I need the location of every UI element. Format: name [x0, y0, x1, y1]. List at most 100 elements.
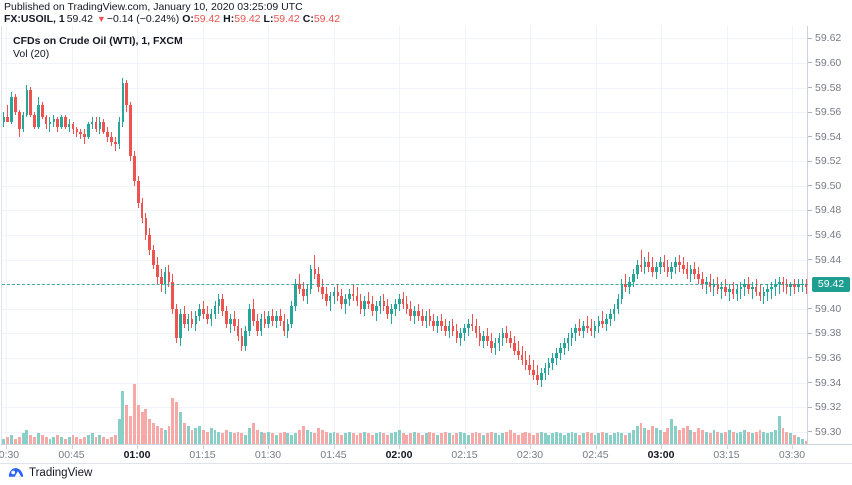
price-tick-label: 59.38	[815, 327, 842, 340]
time-axis[interactable]: 00:30 00:45 01:00 01:15 01:30 01:45 02:00 02:15…	[0, 444, 852, 464]
vertical-gridline	[6, 26, 7, 444]
price-tick-label: 59.52	[815, 155, 842, 168]
volume-bar	[347, 431, 351, 444]
time-axis-label: 03:15	[713, 449, 740, 461]
price-tick-mark	[808, 382, 812, 383]
candle-body	[90, 121, 94, 125]
volume-bar	[466, 435, 470, 444]
time-axis-label: 03:30	[778, 449, 806, 461]
candle-wick	[774, 279, 776, 297]
volume-bar	[40, 435, 44, 444]
candle-body	[232, 318, 236, 326]
candle-body	[647, 262, 651, 267]
volume-bar	[109, 436, 113, 444]
price-axis-tick: 59.48	[808, 204, 852, 216]
candle-wick	[805, 279, 807, 294]
volume-bar	[616, 431, 620, 444]
candle-body	[344, 298, 347, 304]
volume-bar	[359, 433, 363, 444]
volume-bar	[739, 431, 743, 444]
volume-bar	[125, 405, 129, 444]
candle-body	[67, 124, 71, 127]
price-tick-label: 59.58	[815, 81, 842, 94]
volume-bar	[297, 429, 301, 444]
chart-area[interactable]: CFDs on Crude Oil (WTI), 1, FXCM Vol (20…	[0, 26, 852, 464]
volume-bar	[317, 428, 321, 444]
time-tick-mark	[268, 445, 269, 449]
candle-body	[470, 323, 474, 326]
volume-bar	[493, 433, 497, 444]
candle-body	[482, 335, 485, 341]
volume-bar	[670, 419, 674, 444]
quote-line: FX:USOIL, 1 59.42 ▼−0.14 (−0.24%) O:59.42 H…	[4, 13, 340, 25]
candle-body	[689, 269, 693, 275]
price-axis[interactable]: 59.62 59.60 59.58 59.56 59.54 59.52 59.50 59.48…	[807, 26, 852, 444]
volume-bar	[551, 433, 555, 444]
volume-bar	[516, 435, 520, 444]
candle-body	[497, 338, 501, 344]
volume-bar	[520, 433, 524, 444]
volume-bar	[17, 436, 21, 444]
candle-body	[781, 281, 785, 285]
candle-wick	[721, 281, 723, 299]
time-axis-label: 01:15	[189, 449, 216, 461]
candle-body	[240, 335, 244, 346]
volume-bar	[132, 384, 136, 444]
candle-body	[432, 321, 436, 326]
volume-bar	[501, 433, 505, 444]
volume-bar	[535, 433, 539, 444]
current-price-badge[interactable]: 59.42	[812, 276, 850, 292]
tradingview-logo-icon	[8, 468, 24, 477]
last-price: 59.42	[66, 13, 93, 25]
candle-body	[789, 284, 793, 287]
candle-body	[693, 269, 697, 275]
time-tick-mark	[464, 445, 466, 449]
volume-bar	[163, 429, 167, 444]
candle-body	[301, 289, 305, 297]
candle-body	[259, 318, 263, 331]
candle-body	[463, 328, 466, 334]
symbol-label[interactable]: FX:USOIL, 1	[4, 13, 65, 25]
volume-bar	[620, 433, 624, 444]
volume-bar	[658, 429, 662, 444]
candle-body	[704, 281, 708, 285]
volume-bar	[102, 436, 106, 444]
candle-wick	[790, 281, 792, 297]
down-arrow-icon: ▼	[96, 14, 106, 24]
candle-wick	[352, 284, 354, 302]
candle-body	[797, 284, 800, 287]
candle-body	[367, 301, 370, 304]
price-axis-tick: 59.62	[808, 32, 852, 44]
candle-body	[651, 266, 654, 272]
volume-bar	[647, 429, 651, 444]
volume-bar	[213, 429, 217, 444]
candle-body	[524, 360, 528, 366]
candle-body	[286, 323, 290, 331]
candle-body	[420, 316, 424, 322]
time-tick-mark	[71, 445, 73, 449]
candle-body	[493, 343, 497, 349]
volume-bar	[428, 431, 432, 444]
volume-bar	[351, 433, 355, 444]
price-plot[interactable]: CFDs on Crude Oil (WTI), 1, FXCM Vol (20…	[1, 26, 808, 444]
volume-bar	[344, 433, 347, 444]
candle-wick	[391, 303, 393, 324]
candle-body	[6, 116, 10, 122]
candle-body	[29, 89, 33, 115]
price-tick-label: 59.36	[815, 351, 842, 364]
volume-bar	[785, 431, 789, 444]
volume-bar	[259, 431, 263, 444]
candle-wick	[705, 276, 707, 294]
time-tick-mark	[399, 445, 400, 449]
volume-bar	[159, 428, 163, 444]
candle-body	[64, 116, 67, 127]
time-axis-label: 01:45	[320, 449, 347, 461]
candle-body	[125, 82, 129, 105]
candle-body	[263, 318, 267, 324]
volume-bar	[735, 433, 739, 444]
candle-body	[159, 276, 163, 285]
candle-wick	[771, 281, 773, 299]
candle-body	[152, 249, 155, 265]
candle-body	[305, 289, 309, 297]
time-axis-label: 02:45	[582, 449, 609, 461]
